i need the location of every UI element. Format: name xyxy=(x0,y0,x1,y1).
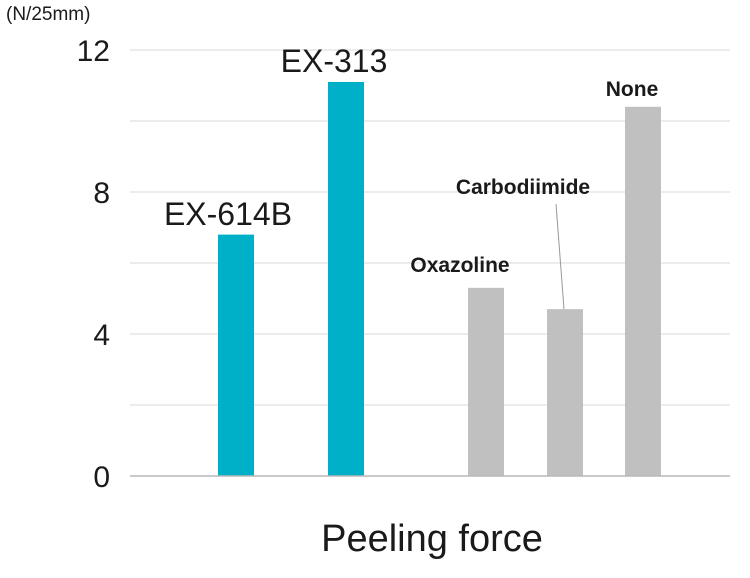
bar-label-none: None xyxy=(606,78,659,101)
bar-ex-614b xyxy=(218,234,254,476)
bar-label-carbodiimide: Carbodiimide xyxy=(456,176,590,199)
y-tick-label-0: 0 xyxy=(93,461,110,494)
bar-none xyxy=(625,106,661,477)
bar-label-oxazoline: Oxazoline xyxy=(410,254,509,277)
y-tick-label-12: 12 xyxy=(77,35,110,68)
bar-layer xyxy=(218,81,661,477)
bar-oxazoline xyxy=(468,287,504,476)
bar-label-ex-313: EX-313 xyxy=(281,43,388,79)
label-layer: EX-614B EX-313 Oxazoline Carbodiimide None xyxy=(164,43,659,310)
carbodiimide-leader-line xyxy=(555,203,565,310)
bar-label-ex-614b: EX-614B xyxy=(164,196,292,232)
axis-layer: 0 4 8 12 xyxy=(77,35,730,494)
y-tick-label-8: 8 xyxy=(93,177,110,210)
bar-ex-313 xyxy=(328,81,364,476)
y-axis-unit-label: (N/25mm) xyxy=(6,4,90,25)
bar-carbodiimide xyxy=(547,309,583,476)
x-axis-title: Peeling force xyxy=(321,518,543,560)
y-tick-label-4: 4 xyxy=(93,319,110,352)
